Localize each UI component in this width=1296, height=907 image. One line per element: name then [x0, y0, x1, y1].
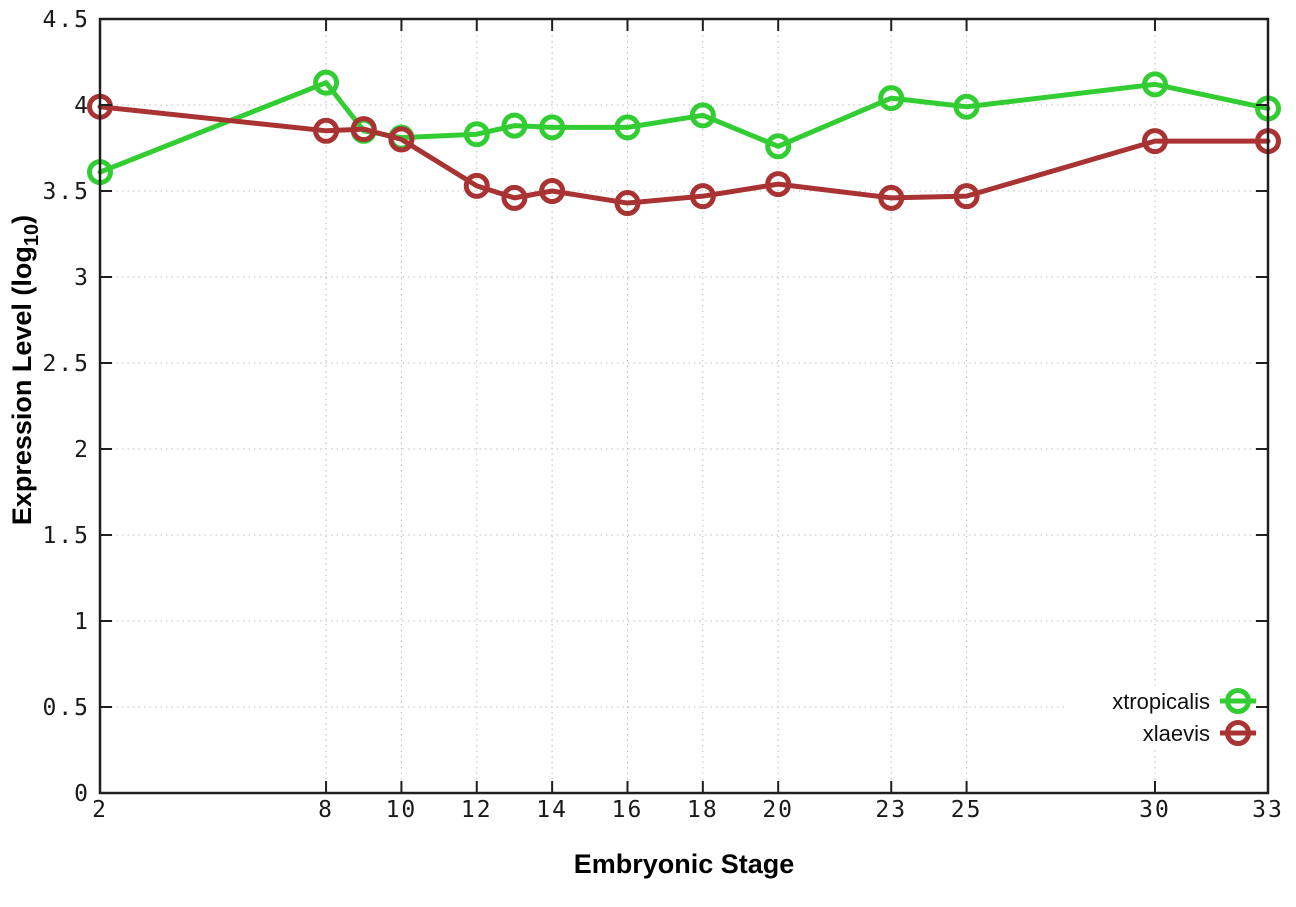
data-point-xlaevis [388, 126, 415, 153]
series-line-xlaevis [97, 104, 1271, 206]
x-tick-label: 18 [687, 797, 719, 823]
y-tick-label: 2.5 [42, 351, 90, 377]
data-point-xtropicalis [501, 112, 528, 139]
legend-label-xtropicalis: xtropicalis [1112, 689, 1210, 714]
tick-labels-layer: 2 8 10 12 14 16 18 20 23 25 30 33 0 0.5 1 1.5 2 2.5 3 3.5 4 4… [42, 7, 1284, 823]
axes-frame-layer [98, 17, 1270, 795]
x-tick-label: 23 [875, 797, 907, 823]
x-tick-label: 33 [1252, 797, 1284, 823]
x-axis-title: Embryonic Stage [574, 849, 795, 879]
grid-layer [100, 19, 1268, 793]
y-tick-label: 3.5 [42, 179, 90, 205]
data-point-xlaevis [1141, 128, 1168, 155]
data-point-xlaevis [313, 117, 340, 144]
data-point-xlaevis [463, 172, 490, 199]
data-point-xlaevis [539, 178, 566, 204]
data-point-xtropicalis [463, 121, 490, 148]
legend-sample-marker-xtropicalis [1225, 688, 1251, 714]
x-tick-label: 16 [612, 797, 644, 823]
data-point-xlaevis [350, 116, 377, 143]
data-point-xtropicalis [1141, 71, 1168, 98]
data-point-xtropicalis [878, 85, 905, 112]
y-tick-label: 0.5 [42, 695, 90, 721]
legend-label-xlaevis: xlaevis [1143, 721, 1210, 746]
legend-sample-marker-xlaevis [1225, 720, 1251, 746]
x-tick-label: 25 [951, 797, 983, 823]
x-tick-label: 20 [762, 797, 794, 823]
y-tick-label: 2 [74, 437, 90, 463]
y-tick-label: 4 [74, 93, 90, 119]
legend-item-xlaevis: xlaevis [1143, 720, 1256, 746]
data-point-xlaevis [689, 183, 716, 210]
plot-border [98, 17, 1270, 795]
x-tick-label: 10 [386, 797, 418, 823]
data-point-xlaevis [765, 171, 792, 198]
data-point-xtropicalis [614, 114, 641, 141]
y-tick-label: 3 [74, 265, 90, 291]
x-tick-label: 30 [1139, 797, 1171, 823]
x-tick-label: 12 [461, 797, 493, 823]
data-point-xlaevis [614, 190, 641, 217]
legend-layer: xtropicalis xlaevis [1112, 688, 1256, 746]
data-point-xtropicalis [953, 93, 980, 120]
axis-titles-layer: Embryonic Stage Expression Level (log10) [7, 215, 794, 879]
data-point-xtropicalis [765, 133, 792, 160]
y-axis-title: Expression Level (log10) [7, 215, 43, 525]
data-point-xlaevis [878, 184, 905, 211]
y-tick-label: 0 [74, 781, 90, 807]
y-tick-label: 4.5 [42, 7, 90, 33]
x-tick-label: 2 [92, 797, 108, 823]
x-tick-label: 14 [536, 797, 568, 823]
x-tick-label: 8 [318, 797, 334, 823]
data-point-xlaevis [953, 183, 980, 210]
data-point-xtropicalis [539, 114, 566, 141]
legend-item-xtropicalis: xtropicalis [1112, 688, 1256, 714]
data-point-xtropicalis [313, 69, 340, 96]
data-point-xlaevis [501, 184, 528, 211]
data-point-xtropicalis [689, 102, 716, 129]
y-tick-label: 1 [74, 609, 90, 635]
series-layer [87, 69, 1281, 217]
y-tick-label: 1.5 [42, 523, 90, 549]
